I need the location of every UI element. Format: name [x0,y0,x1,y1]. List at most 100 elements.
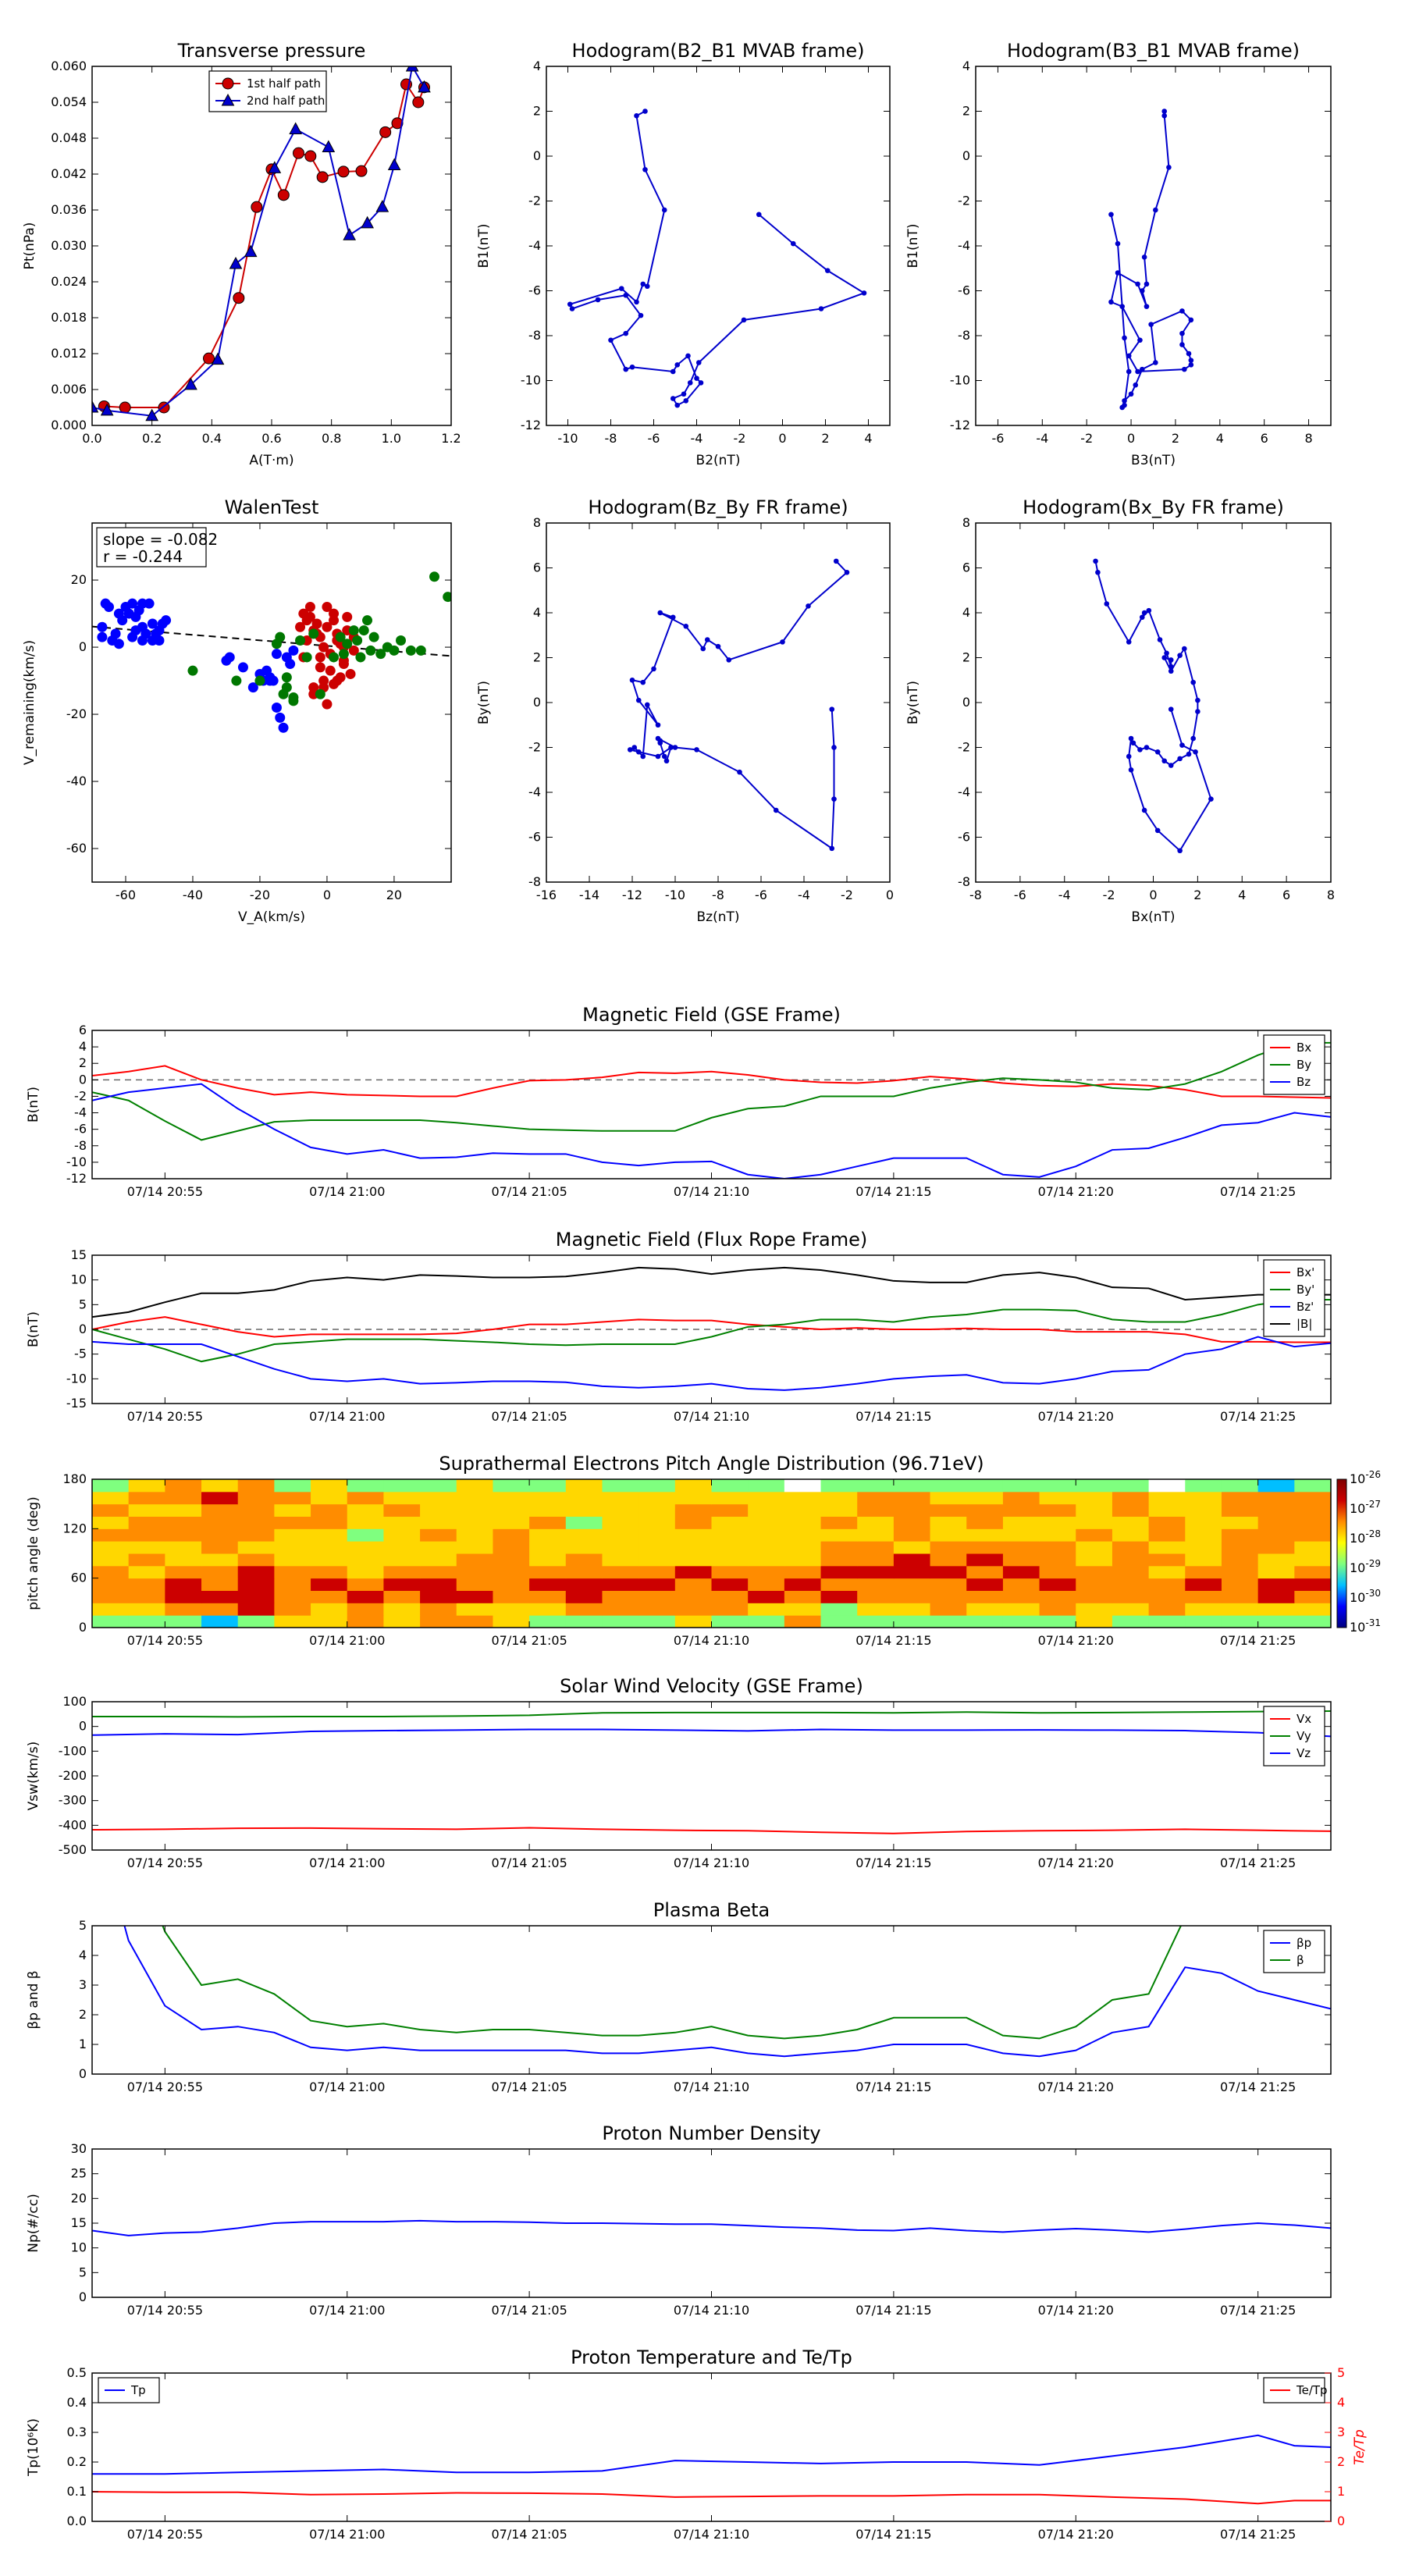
x-tick-label: 4 [1216,431,1224,446]
heatmap-cell [92,1528,130,1542]
heatmap-cell [674,1503,712,1517]
x-tick-label: 07/14 21:00 [309,1856,385,1870]
y-axis-label: Np(#/cc) [26,2194,41,2252]
heatmap-cell [893,1528,931,1542]
heatmap-cell [1257,1516,1295,1529]
x-tick-label: 07/14 21:25 [1220,2527,1296,2542]
heatmap-cell [930,1615,967,1628]
y-tick-label: -4 [74,1105,87,1120]
x-tick-label: 0 [323,888,331,902]
heatmap-cell [347,1503,384,1517]
scatter-point [231,675,242,686]
scatter-point [311,618,322,629]
scatter-point [271,702,282,713]
heatmap-cell [857,1565,895,1579]
colorbar-tick-label: 10-28 [1350,1528,1381,1546]
plot-area [92,1041,1331,1179]
heatmap-cell [1112,1491,1150,1505]
axes-frame [91,1925,1332,2075]
y-tick-label: 0.2 [67,2454,87,2469]
heatmap-cell [128,1491,165,1505]
data-point-circle [337,165,350,178]
heatmap-cell [674,1603,712,1616]
heatmap-cell [347,1553,384,1567]
y-tick-label: 0 [533,148,541,163]
data-point [670,368,676,375]
y-tick-label: 0 [79,2066,87,2081]
x-tick-label: -8 [712,888,724,902]
data-point [806,603,811,609]
y-tick-label: -2 [528,740,541,755]
heatmap-cell [347,1516,384,1529]
heatmap-cell [893,1565,931,1579]
x-tick-label: 07/14 20:55 [127,1184,203,1199]
heatmap-cell [784,1578,822,1591]
data-point [1188,317,1194,323]
x-tick-label: 07/14 20:55 [127,1409,203,1424]
heatmap-cell [420,1615,457,1628]
x-tick-label: 07/14 21:20 [1038,1409,1114,1424]
heatmap-cell [237,1603,275,1616]
data-point [1179,308,1185,314]
heatmap-cell [857,1590,895,1603]
heatmap-cell [1221,1528,1259,1542]
plot-area [627,558,850,852]
x-tick-label: -10 [557,431,578,446]
data-point [685,353,691,359]
heatmap-cell [602,1479,639,1493]
series-line [92,1041,1331,1141]
data-point [1177,653,1183,658]
heatmap-cell [711,1491,749,1505]
data-point [1177,756,1183,762]
data-point [644,702,650,708]
heatmap-cell [784,1603,822,1616]
scatter-point [315,652,325,663]
data-point [1141,807,1147,813]
heatmap-cell [857,1479,895,1493]
y-axis-label: By(nT) [905,681,921,724]
heatmap-cell [237,1553,275,1567]
y-tick-label: 5 [79,1297,87,1311]
data-point [618,286,624,291]
heatmap-cell [420,1503,457,1517]
scatter-point [281,672,292,683]
scatter-point [345,668,356,679]
y-tick-label: 8 [962,515,970,530]
heatmap-cell [311,1578,348,1591]
series-line [1094,560,1212,852]
x-tick-label: 07/14 21:05 [491,2303,567,2318]
x-tick-label: 07/14 21:10 [674,2080,749,2094]
y-tick-label: 6 [962,560,970,575]
heatmap-cell [711,1553,749,1567]
chart-hodo1: -10 -8 -6 -4 -2 0 2 4 -12 -10 -8 -6 -4 -2 0 2 4 Hodogram(… [476,40,891,468]
heatmap-cell [92,1541,130,1554]
data-point [831,745,837,750]
scatter-point [301,652,312,663]
scatter-point [329,652,340,663]
heatmap-cell [565,1553,603,1567]
heatmap-cell [1294,1516,1332,1529]
x-tick-label: 2 [1172,431,1179,446]
x-tick-label: 6 [1282,888,1290,902]
legend-label: Tp [130,2383,146,2397]
heatmap-cell [165,1603,202,1616]
heatmap-cell [930,1503,967,1517]
data-point [640,679,646,685]
y-tick-label: -400 [59,1817,87,1832]
scatter-point [315,662,325,673]
heatmap-cell [529,1565,567,1579]
heatmap-cell [565,1479,603,1493]
legend-box [1263,1930,1325,1973]
heatmap-cell [748,1578,785,1591]
y-tick-label: -4 [528,238,541,253]
y-tick-label: -15 [66,1396,87,1411]
data-point [640,281,646,287]
x-tick-label: 07/14 21:25 [1220,2303,1296,2318]
x-tick-label: 07/14 20:55 [127,2303,203,2318]
heatmap-cell [1294,1503,1332,1517]
heatmap-cell [638,1503,676,1517]
data-point [608,337,614,343]
colorbar-tick-label: 10-31 [1350,1617,1381,1635]
chart-bfr: 07/14 20:55 07/14 21:00 07/14 21:05 07/14 2… [26,1229,1332,1424]
scatter-point [342,639,353,649]
